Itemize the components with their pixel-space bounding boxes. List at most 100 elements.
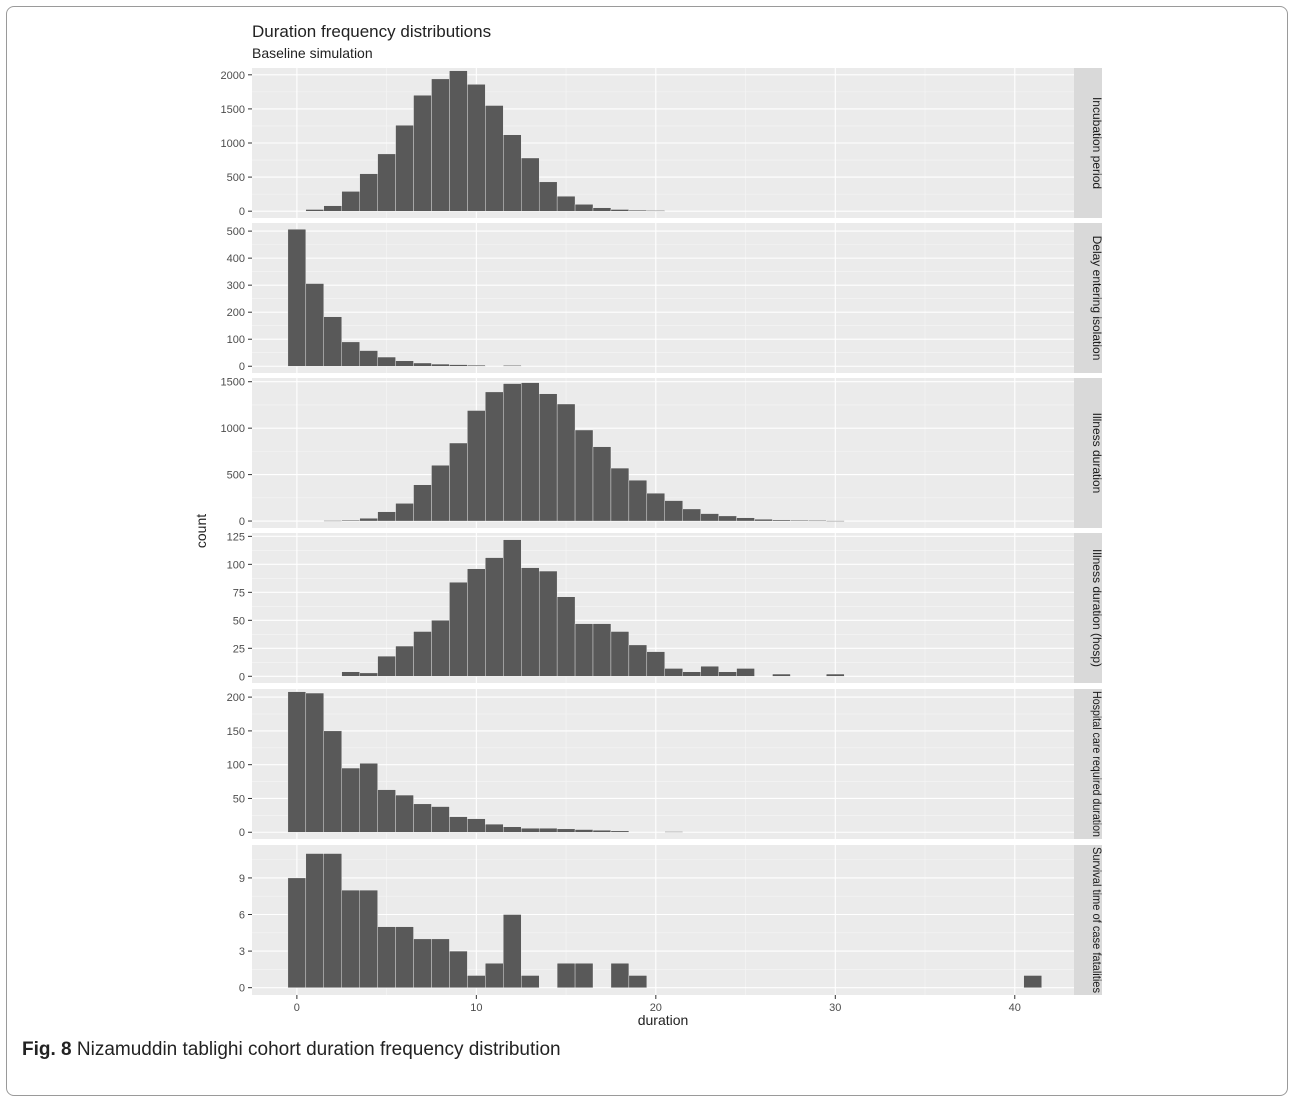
histogram-bar xyxy=(413,631,432,677)
x-axis: 0 10 20 30 40 xyxy=(294,995,1021,1014)
histogram-bar xyxy=(485,557,504,677)
histogram-bar xyxy=(287,229,307,367)
facet-panel: 0 100 200 300 400 500 Delay entering isolation xyxy=(227,223,1104,373)
histogram-bar xyxy=(503,914,522,988)
facet-strip-label: Incubation period xyxy=(1090,97,1104,189)
histogram-bar xyxy=(449,950,468,988)
histogram-bar xyxy=(646,210,665,212)
histogram-bar xyxy=(521,567,540,677)
histogram-bar xyxy=(556,403,576,522)
y-tick-label: 200 xyxy=(227,307,245,319)
histogram-bar xyxy=(485,963,504,988)
histogram-bar xyxy=(1023,975,1042,988)
histogram-bar xyxy=(341,519,360,522)
facet-panel: 0 50 100 150 200 Hospital care required durat… xyxy=(227,689,1104,839)
histogram-bar xyxy=(521,975,540,988)
histogram-bar xyxy=(592,830,612,833)
histogram-bar xyxy=(574,204,594,212)
histogram-bar xyxy=(700,513,719,522)
histogram-bar xyxy=(467,364,486,367)
facet-strip xyxy=(1074,689,1102,839)
histogram-bar xyxy=(736,668,755,677)
histogram-bar xyxy=(503,134,522,212)
histogram-bar xyxy=(431,620,450,677)
facet-strip xyxy=(1074,533,1102,683)
histogram-bar xyxy=(305,853,324,988)
histogram-bar xyxy=(485,823,504,833)
y-tick-label: 0 xyxy=(239,827,245,839)
histogram-bar xyxy=(574,429,594,522)
facet-panel: 0 3 6 9 Survival time of case fatalities xyxy=(239,845,1104,995)
y-tick-label: 150 xyxy=(227,726,245,738)
facet-panel: 0 25 50 75 100 125 Illness duration (hosp) xyxy=(227,531,1104,683)
histogram-bar xyxy=(628,644,648,677)
figure-label: Fig. 8 xyxy=(22,1039,72,1060)
histogram-bar xyxy=(341,671,360,677)
histogram-bar xyxy=(772,519,791,522)
y-tick-label: 500 xyxy=(227,226,245,238)
histogram-bar xyxy=(341,889,360,988)
y-tick-label: 50 xyxy=(233,793,245,805)
facet-panel: 0 500 1000 1500 2000 Incubation period xyxy=(221,68,1104,218)
y-tick-label: 0 xyxy=(239,516,245,528)
histogram-bar xyxy=(305,209,324,212)
y-tick-label: 100 xyxy=(227,760,245,772)
histogram-bar xyxy=(449,582,468,677)
histogram-bar xyxy=(610,963,630,988)
y-tick-label: 1500 xyxy=(221,377,245,389)
y-tick-label: 50 xyxy=(233,615,245,627)
y-tick-label: 300 xyxy=(227,280,245,292)
histogram-bar xyxy=(628,479,648,522)
x-tick-label: 20 xyxy=(650,1002,662,1014)
histogram-bar xyxy=(574,623,594,677)
histogram-bar xyxy=(556,596,576,677)
histogram-bar xyxy=(287,691,307,833)
histogram-bar xyxy=(323,205,342,212)
facet-strip xyxy=(1074,845,1102,995)
histogram-bar xyxy=(341,341,360,367)
histogram-bar xyxy=(413,938,432,988)
histogram-bar xyxy=(431,78,450,212)
facet-strip xyxy=(1074,378,1102,528)
histogram-bar xyxy=(503,539,522,677)
facet-strip-label: Hospital care required duration xyxy=(1090,691,1104,837)
histogram-bar xyxy=(467,568,486,677)
facet-strip-label: Illness duration (hosp) xyxy=(1090,549,1104,667)
histogram-bar xyxy=(377,511,396,522)
histogram-bar xyxy=(826,520,845,522)
histogram-bar xyxy=(700,666,719,677)
histogram-bar xyxy=(359,173,378,212)
histogram-bar xyxy=(431,363,450,367)
chart-title: Duration frequency distributions xyxy=(252,22,491,41)
histogram-bar xyxy=(610,467,630,522)
histogram-bar xyxy=(377,153,396,212)
y-tick-label: 400 xyxy=(227,253,245,265)
histogram-bar xyxy=(413,803,432,833)
facet-strip xyxy=(1074,223,1102,373)
histogram-bar xyxy=(718,515,737,522)
histogram-bar xyxy=(395,125,414,212)
y-tick-label: 6 xyxy=(239,910,245,922)
y-tick-label: 100 xyxy=(227,559,245,571)
histogram-bar xyxy=(467,410,486,522)
y-tick-label: 9 xyxy=(239,873,245,885)
histogram-bar xyxy=(359,518,378,522)
histogram-bar xyxy=(359,889,378,988)
histogram-bar xyxy=(377,655,396,677)
histogram-bar xyxy=(592,207,612,212)
y-tick-label: 1000 xyxy=(221,138,245,150)
histogram-bar xyxy=(664,668,683,677)
histogram-bar xyxy=(323,730,342,833)
histogram-bar xyxy=(682,671,701,677)
chart-subtitle: Baseline simulation xyxy=(252,45,373,61)
histogram-bar xyxy=(521,828,540,833)
y-tick-label: 25 xyxy=(233,643,245,655)
histogram-bar xyxy=(592,623,612,677)
histogram-bar xyxy=(538,393,558,522)
y-tick-label: 200 xyxy=(227,692,245,704)
x-tick-label: 30 xyxy=(829,1002,841,1014)
x-tick-label: 40 xyxy=(1009,1002,1021,1014)
histogram-bar xyxy=(341,191,360,212)
histogram-bar xyxy=(395,645,414,677)
